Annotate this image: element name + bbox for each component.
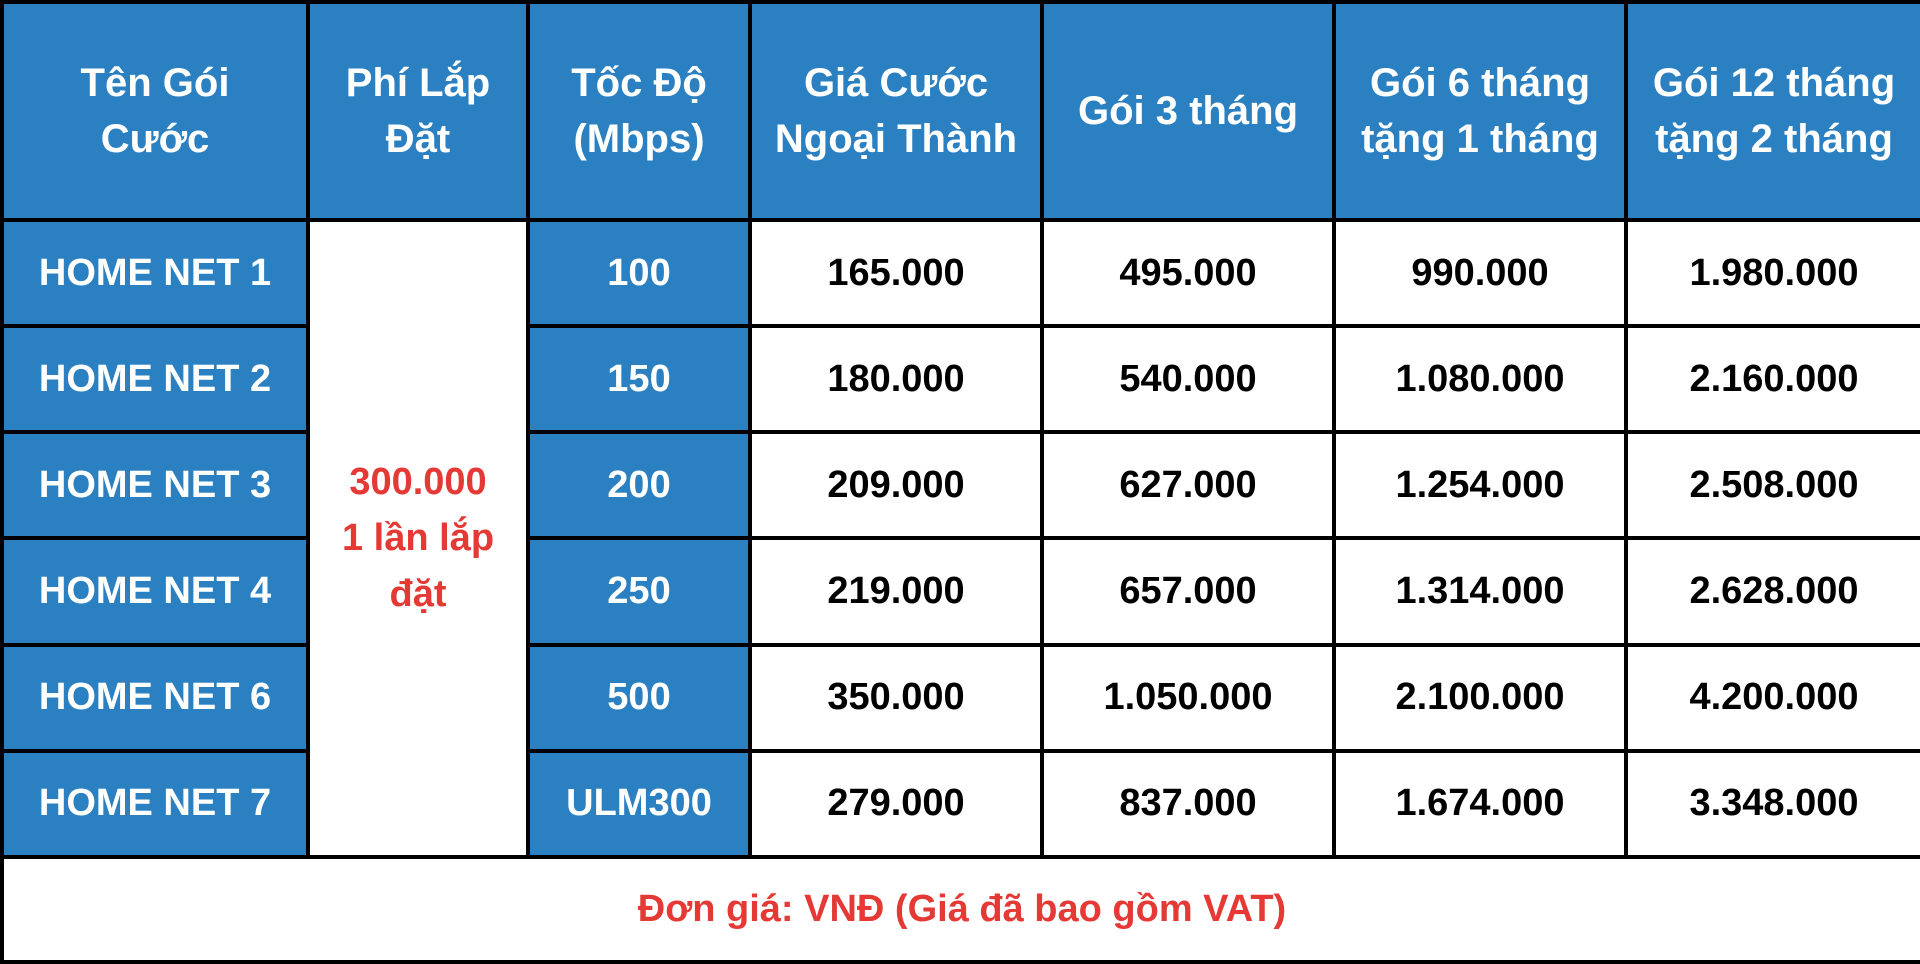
header-12-months: Gói 12 tháng tặng 2 tháng (1624, 0, 1920, 222)
monthly-price-cell: 219.000 (748, 536, 1044, 647)
price-3-months-cell: 495.000 (1040, 217, 1336, 329)
installation-fee-text: 1 lần lắp (341, 517, 495, 560)
monthly-price-cell: 279.000 (748, 748, 1044, 859)
price-3-months-cell: 540.000 (1040, 324, 1336, 435)
header-row: Tên Gói Cước Phí Lắp Đặt Tốc Độ (Mbps) G… (0, 0, 1920, 222)
header-text: tặng 2 tháng (1655, 117, 1893, 161)
package-name-cell: HOME NET 3 (0, 430, 310, 541)
installation-fee-text: đặt (389, 573, 447, 616)
table-row: HOME NET 4 250 219.000 657.000 1.314.000… (0, 536, 1920, 647)
monthly-price-cell: 209.000 (748, 430, 1044, 541)
price-3-months-cell: 657.000 (1040, 536, 1336, 647)
header-monthly-price: Giá Cước Ngoại Thành (748, 0, 1044, 222)
header-text: Gói 6 tháng (1370, 61, 1590, 105)
price-3-months-cell: 627.000 (1040, 430, 1336, 541)
price-12-months-cell: 2.160.000 (1624, 324, 1920, 435)
header-text: tặng 1 tháng (1361, 117, 1599, 161)
table-row: HOME NET 6 500 350.000 1.050.000 2.100.0… (0, 642, 1920, 753)
monthly-price-cell: 180.000 (748, 324, 1044, 435)
package-name-cell: HOME NET 7 (0, 748, 310, 859)
price-6-months-cell: 990.000 (1332, 217, 1628, 329)
header-installation-fee: Phí Lắp Đặt (306, 0, 530, 222)
header-speed: Tốc Độ (Mbps) (526, 0, 752, 222)
price-note: Đơn giá: VNĐ (Giá đã bao gồm VAT) (0, 854, 1920, 964)
header-6-months: Gói 6 tháng tặng 1 tháng (1332, 0, 1628, 222)
package-name-cell: HOME NET 6 (0, 642, 310, 753)
header-text: Ngoại Thành (774, 117, 1018, 161)
table-row: HOME NET 1 300.000 1 lần lắp đặt 100 165… (0, 217, 1920, 859)
installation-fee-cell: 300.000 1 lần lắp đặt (306, 218, 530, 859)
speed-cell: 500 (526, 642, 752, 753)
header-text: Tên Gói (80, 61, 230, 105)
speed-cell: ULM300 (526, 748, 752, 859)
price-6-months-cell: 2.100.000 (1332, 642, 1628, 753)
header-text: (Mbps) (573, 117, 705, 161)
header-text: Đặt (385, 117, 451, 161)
header-3-months: Gói 3 tháng (1040, 0, 1336, 222)
header-text: Giá Cước (803, 61, 989, 105)
speed-cell: 100 (526, 217, 752, 329)
table-row: HOME NET 2 150 180.000 540.000 1.080.000… (0, 324, 1920, 435)
package-name-cell: HOME NET 4 (0, 536, 310, 647)
installation-fee-amount: 300.000 (349, 461, 487, 504)
price-6-months-cell: 1.080.000 (1332, 324, 1628, 435)
price-12-months-cell: 4.200.000 (1624, 642, 1920, 753)
price-3-months-cell: 1.050.000 (1040, 642, 1336, 753)
price-6-months-cell: 1.254.000 (1332, 430, 1628, 541)
header-text: Cước (100, 117, 210, 161)
header-text: Tốc Độ (571, 61, 707, 105)
header-package-name: Tên Gói Cước (0, 0, 310, 222)
header-text: Gói 12 tháng (1652, 61, 1896, 105)
price-12-months-cell: 2.628.000 (1624, 536, 1920, 647)
table-row: HOME NET 7 ULM300 279.000 837.000 1.674.… (0, 748, 1920, 859)
speed-cell: 150 (526, 324, 752, 435)
header-text: Gói 3 tháng (1078, 89, 1298, 133)
monthly-price-cell: 165.000 (748, 217, 1044, 329)
price-12-months-cell: 3.348.000 (1624, 748, 1920, 859)
price-12-months-cell: 1.980.000 (1624, 217, 1920, 329)
package-name-cell: HOME NET 1 (0, 217, 310, 329)
table-row: HOME NET 3 200 209.000 627.000 1.254.000… (0, 430, 1920, 541)
monthly-price-cell: 350.000 (748, 642, 1044, 753)
price-12-months-cell: 2.508.000 (1624, 430, 1920, 541)
speed-cell: 200 (526, 430, 752, 541)
speed-cell: 250 (526, 536, 752, 647)
price-6-months-cell: 1.674.000 (1332, 748, 1628, 859)
header-text: Phí Lắp (345, 61, 491, 105)
note-row: Đơn giá: VNĐ (Giá đã bao gồm VAT) (0, 854, 1920, 964)
price-3-months-cell: 837.000 (1040, 748, 1336, 859)
package-name-cell: HOME NET 2 (0, 324, 310, 435)
price-6-months-cell: 1.314.000 (1332, 536, 1628, 647)
